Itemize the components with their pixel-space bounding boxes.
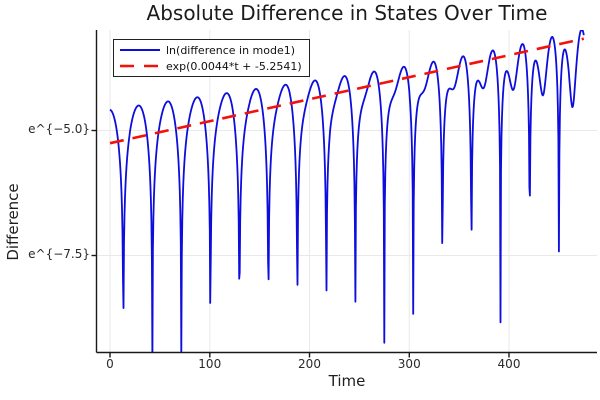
y-axis-label: Difference: [4, 183, 22, 261]
series-difference-curve: [109, 30, 585, 353]
legend-item-label: exp(0.0044*t + -5.2541): [166, 59, 302, 73]
chart-title: Absolute Difference in States Over Time: [146, 1, 548, 25]
legend-item: ln(difference in mode1): [116, 43, 307, 58]
legend-item: exp(0.0044*t + -5.2541): [116, 59, 307, 74]
legend-item-label: ln(difference in mode1): [166, 43, 296, 57]
dashed-line-swatch-icon: [120, 64, 160, 68]
x-tick-label: 300: [397, 357, 421, 371]
series-fit-line: [109, 37, 585, 145]
x-tick-label: 200: [298, 357, 321, 371]
x-tick-label: 400: [497, 357, 521, 371]
y-tick-label: e^{−5.0}: [28, 122, 90, 136]
x-tick-label: 100: [198, 357, 222, 371]
axes-spines: [91, 30, 597, 358]
x-axis-label: Time: [328, 372, 366, 390]
x-tick-label: 0: [106, 357, 114, 371]
legend: ln(difference in mode1) exp(0.0044*t + -…: [113, 39, 310, 77]
y-tick-label: e^{−7.5}: [28, 247, 90, 261]
solid-line-swatch-icon: [120, 49, 160, 51]
